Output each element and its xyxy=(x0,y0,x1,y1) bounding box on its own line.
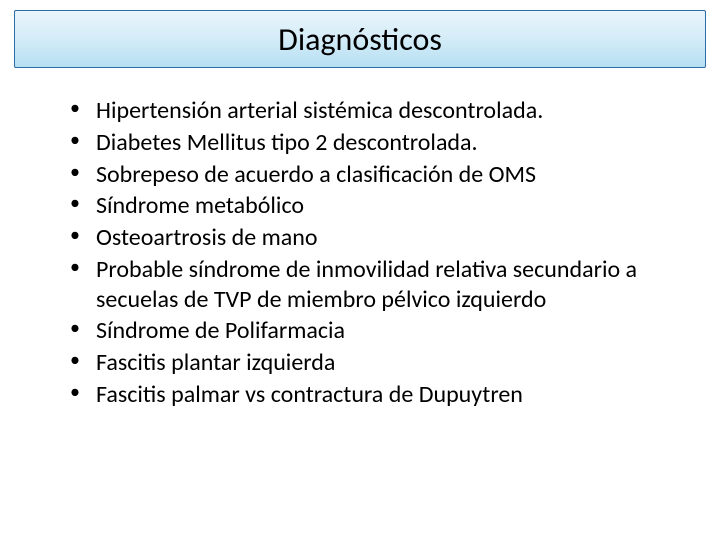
list-item: Síndrome metabólico xyxy=(66,191,686,221)
bullet-list: Hipertensión arterial sistémica descontr… xyxy=(66,96,686,410)
list-item: Osteoartrosis de mano xyxy=(66,223,686,253)
slide-title-box: Diagnósticos xyxy=(14,10,706,68)
slide-title: Diagnósticos xyxy=(278,20,442,59)
slide-content: Hipertensión arterial sistémica descontr… xyxy=(14,96,706,410)
list-item: Hipertensión arterial sistémica descontr… xyxy=(66,96,686,126)
list-item: Síndrome de Polifarmacia xyxy=(66,316,686,346)
list-item: Diabetes Mellitus tipo 2 descontrolada. xyxy=(66,128,686,158)
list-item: Sobrepeso de acuerdo a clasificación de … xyxy=(66,160,686,190)
list-item: Fascitis palmar vs contractura de Dupuyt… xyxy=(66,380,686,410)
list-item: Probable síndrome de inmovilidad relativ… xyxy=(66,255,686,315)
list-item: Fascitis plantar izquierda xyxy=(66,348,686,378)
